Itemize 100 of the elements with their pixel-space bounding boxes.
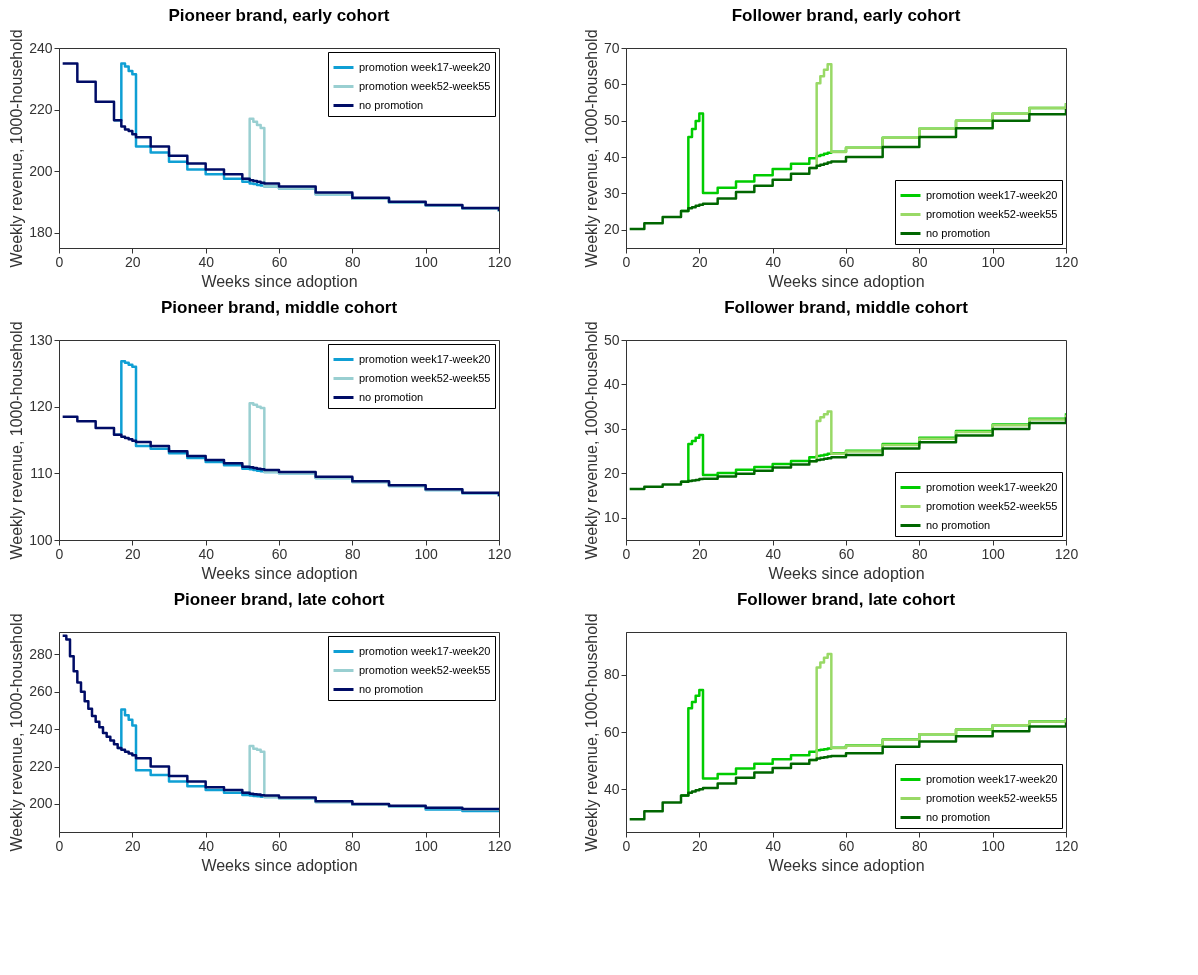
y-axis-title: Weekly revenue, 1000-household xyxy=(582,321,600,560)
chart-title: Follower brand, early cohort xyxy=(731,5,961,25)
x-tick-label: 60 xyxy=(838,253,855,270)
x-tick-label: 80 xyxy=(345,253,361,270)
y-tick-label: 280 xyxy=(29,645,53,662)
x-tick-label: 60 xyxy=(838,545,855,562)
legend-label: promotion week17-week20 xyxy=(359,352,491,365)
legend-label: promotion week17-week20 xyxy=(359,60,491,73)
x-tick-label: 120 xyxy=(487,837,512,854)
y-tick-label: 120 xyxy=(29,398,53,415)
chart-title: Pioneer brand, middle cohort xyxy=(160,297,398,317)
legend-label: promotion week52-week55 xyxy=(359,371,491,384)
y-axis-title: Weekly revenue, 1000-household xyxy=(582,29,600,268)
y-tick-label: 220 xyxy=(29,101,53,118)
x-tick-label: 20 xyxy=(692,545,708,562)
y-tick-label: 60 xyxy=(603,723,620,740)
legend-label: no promotion xyxy=(926,518,991,531)
y-tick-label: 180 xyxy=(29,224,53,241)
y-tick-label: 50 xyxy=(603,112,620,129)
y-tick-label: 20 xyxy=(603,464,620,481)
chart-title: Pioneer brand, early cohort xyxy=(168,5,390,25)
x-tick-label: 0 xyxy=(622,253,631,270)
x-axis-title: Weeks since adoption xyxy=(768,272,925,290)
x-tick-label: 0 xyxy=(55,253,64,270)
x-tick-label: 60 xyxy=(838,837,855,854)
x-tick-label: 0 xyxy=(55,837,64,854)
x-tick-label: 80 xyxy=(912,253,928,270)
x-tick-label: 20 xyxy=(125,253,141,270)
legend-label: promotion week52-week55 xyxy=(926,791,1058,804)
x-tick-label: 100 xyxy=(414,545,439,562)
x-tick-label: 60 xyxy=(271,837,288,854)
x-tick-label: 0 xyxy=(622,837,631,854)
y-tick-label: 60 xyxy=(603,75,620,92)
x-tick-label: 80 xyxy=(912,545,928,562)
x-tick-label: 100 xyxy=(414,837,439,854)
x-axis-title: Weeks since adoption xyxy=(201,856,358,874)
x-tick-label: 40 xyxy=(198,837,215,854)
y-tick-label: 200 xyxy=(29,795,53,812)
legend-label: no promotion xyxy=(359,98,424,111)
y-axis-title: Weekly revenue, 1000-household xyxy=(582,613,600,852)
x-tick-label: 20 xyxy=(125,837,141,854)
y-tick-label: 100 xyxy=(29,531,53,548)
legend-label: promotion week52-week55 xyxy=(926,499,1058,512)
y-tick-label: 40 xyxy=(603,375,620,392)
y-tick-label: 30 xyxy=(603,420,620,437)
x-tick-label: 120 xyxy=(1054,253,1079,270)
x-tick-label: 120 xyxy=(1054,545,1079,562)
chart-title: Pioneer brand, late cohort xyxy=(173,589,385,609)
legend-label: no promotion xyxy=(359,390,424,403)
x-tick-label: 80 xyxy=(345,545,361,562)
legend-label: no promotion xyxy=(926,810,991,823)
x-tick-label: 60 xyxy=(271,545,288,562)
x-tick-label: 80 xyxy=(345,837,361,854)
x-tick-label: 0 xyxy=(622,545,631,562)
y-tick-label: 10 xyxy=(603,509,620,526)
x-tick-label: 0 xyxy=(55,545,64,562)
y-tick-label: 130 xyxy=(29,331,53,348)
x-tick-label: 100 xyxy=(981,545,1006,562)
y-tick-label: 240 xyxy=(29,720,53,737)
y-tick-label: 30 xyxy=(603,184,620,201)
x-tick-label: 40 xyxy=(198,545,215,562)
legend-label: promotion week52-week55 xyxy=(359,663,491,676)
y-tick-label: 260 xyxy=(29,683,53,700)
chart-title: Follower brand, middle cohort xyxy=(724,297,969,317)
y-axis-title: Weekly revenue, 1000-household xyxy=(8,321,26,560)
y-axis-title: Weekly revenue, 1000-household xyxy=(8,613,26,852)
y-axis-title: Weekly revenue, 1000-household xyxy=(8,29,26,268)
chart-title: Follower brand, late cohort xyxy=(736,589,956,609)
x-axis-title: Weeks since adoption xyxy=(201,272,358,290)
x-tick-label: 40 xyxy=(198,253,215,270)
y-tick-label: 200 xyxy=(29,162,53,179)
legend-label: promotion week17-week20 xyxy=(359,644,491,657)
x-tick-label: 100 xyxy=(414,253,439,270)
x-tick-label: 120 xyxy=(487,545,512,562)
legend-label: promotion week52-week55 xyxy=(359,79,491,92)
x-tick-label: 120 xyxy=(487,253,512,270)
legend-label: no promotion xyxy=(359,682,424,695)
x-tick-label: 100 xyxy=(981,837,1006,854)
y-tick-label: 220 xyxy=(29,758,53,775)
x-tick-label: 120 xyxy=(1054,837,1079,854)
x-tick-label: 40 xyxy=(765,253,782,270)
x-axis-title: Weeks since adoption xyxy=(768,856,925,874)
y-tick-label: 40 xyxy=(603,148,620,165)
y-tick-label: 110 xyxy=(30,464,53,481)
y-tick-label: 70 xyxy=(603,39,620,56)
x-tick-label: 60 xyxy=(271,253,288,270)
legend-label: promotion week17-week20 xyxy=(926,188,1058,201)
x-axis-title: Weeks since adoption xyxy=(201,564,358,582)
legend-label: promotion week17-week20 xyxy=(926,772,1058,785)
y-tick-label: 240 xyxy=(29,39,53,56)
x-tick-label: 40 xyxy=(765,545,782,562)
y-tick-label: 40 xyxy=(603,780,620,797)
x-axis-title: Weeks since adoption xyxy=(768,564,925,582)
legend-label: promotion week17-week20 xyxy=(926,480,1058,493)
x-tick-label: 40 xyxy=(765,837,782,854)
y-tick-label: 20 xyxy=(603,221,620,238)
x-tick-label: 20 xyxy=(125,545,141,562)
x-tick-label: 20 xyxy=(692,253,708,270)
x-tick-label: 20 xyxy=(692,837,708,854)
legend-label: promotion week52-week55 xyxy=(926,207,1058,220)
